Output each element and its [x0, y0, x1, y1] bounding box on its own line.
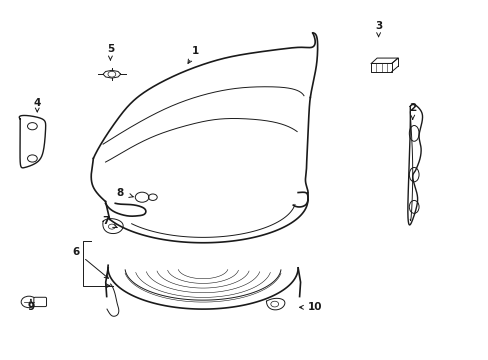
FancyBboxPatch shape	[34, 297, 46, 307]
Text: 8: 8	[116, 188, 123, 198]
Text: 7: 7	[102, 216, 109, 226]
Text: 6: 6	[73, 247, 80, 257]
Text: 10: 10	[307, 302, 322, 312]
Text: 5: 5	[106, 44, 114, 54]
Text: 3: 3	[374, 21, 382, 31]
Text: 1: 1	[192, 46, 199, 56]
Text: 4: 4	[34, 98, 41, 108]
Text: 2: 2	[408, 103, 415, 113]
Text: 9: 9	[27, 302, 35, 312]
